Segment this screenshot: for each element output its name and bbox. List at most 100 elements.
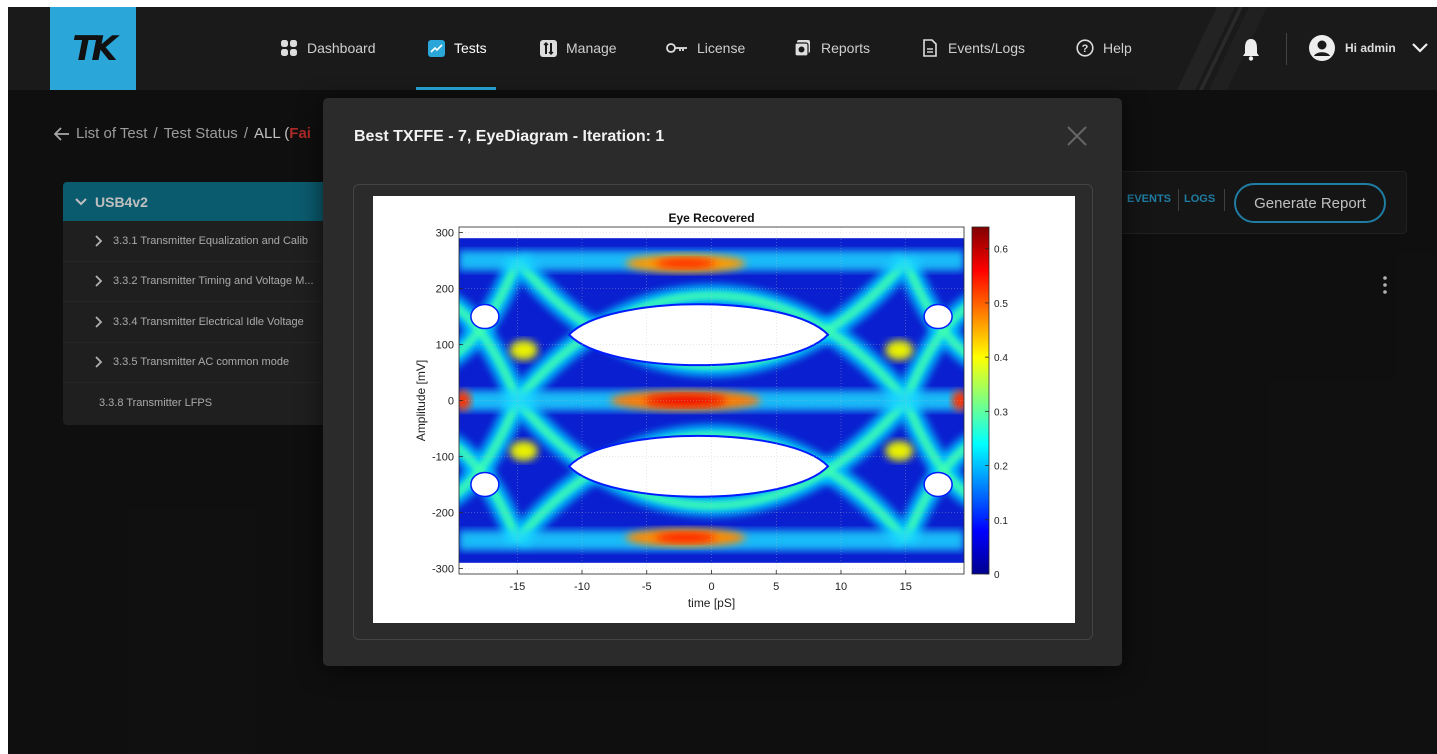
lower-eye-opening	[567, 434, 830, 498]
tree-item-label: 3.3.8 Transmitter LFPS	[99, 397, 213, 410]
chevron-right-icon	[95, 235, 103, 247]
y-tick-label: -100	[432, 451, 454, 463]
colorbar-tick-label: 0.3	[994, 407, 1008, 418]
back-arrow-icon[interactable]	[54, 126, 70, 141]
y-tick-label: 200	[436, 284, 454, 296]
nav-tests-label: Tests	[454, 40, 487, 56]
eye-trace-core	[513, 397, 910, 510]
nav-manage[interactable]: Manage	[539, 33, 617, 63]
nav-license[interactable]: License	[666, 33, 745, 63]
colorbar-tick-label: 0.2	[994, 462, 1008, 473]
chevron-down-icon	[75, 197, 87, 205]
tree-item[interactable]: 3.3.5 Transmitter AC common mode	[63, 343, 343, 383]
nav-events-logs[interactable]: Events/Logs	[921, 33, 1025, 63]
x-tick-label: 15	[900, 581, 912, 593]
hotspot-bottom-core	[655, 532, 716, 543]
colorbar-tick-label: 0.4	[994, 353, 1008, 364]
bell-icon[interactable]	[1241, 37, 1261, 61]
tree-item[interactable]: 3.3.4 Transmitter Electrical Idle Voltag…	[63, 302, 343, 343]
eye-trace-core	[459, 304, 522, 403]
x-axis-ticks: -15 -10 -5 0 5 10 15	[509, 570, 912, 593]
hotspot-crossing	[509, 340, 538, 361]
decorative-stripes	[1177, 7, 1267, 90]
tree-item-label: 3.3.5 Transmitter AC common mode	[113, 356, 290, 369]
hotspot-mid-core	[645, 394, 726, 407]
more-options-icon[interactable]	[1378, 275, 1392, 295]
x-tick-label: 5	[773, 581, 779, 593]
nav-dashboard[interactable]: Dashboard	[280, 33, 376, 63]
chevron-down-icon	[1411, 43, 1428, 53]
svg-text:?: ?	[1082, 43, 1089, 55]
breadcrumb-status: Fai	[289, 125, 311, 142]
side-eye-opening	[470, 471, 500, 498]
nav-events-logs-label: Events/Logs	[948, 40, 1026, 56]
breadcrumb-separator: /	[243, 125, 248, 142]
colorbar	[971, 226, 990, 575]
eye-diagram-svg: Eye Recovered -15 -10 -5 0 5 10 15 -300 -200 -10…	[414, 211, 1008, 610]
eye-diagram-frame: Eye Recovered -15 -10 -5 0 5 10 15 -300 -200 -10…	[353, 184, 1093, 640]
events-tab[interactable]: EVENTS	[1127, 193, 1172, 205]
nav-reports[interactable]: Reports	[794, 33, 870, 63]
eye-trace-core	[901, 304, 964, 403]
actions-panel	[1118, 171, 1407, 234]
colorbar-ticks: 0 0.1 0.2 0.3 0.4 0.5 0.6	[985, 245, 1008, 581]
hotspot-crossing	[885, 340, 914, 361]
nav-help[interactable]: ? Help	[1076, 33, 1132, 63]
tree-root-usb4v2[interactable]: USB4v2	[63, 182, 343, 221]
breadcrumb-separator: /	[153, 125, 158, 142]
y-tick-label: 300	[436, 228, 454, 240]
tk-logo[interactable]: TK	[50, 7, 136, 90]
breadcrumb-list-of-test[interactable]: List of Test	[76, 125, 148, 142]
chevron-right-icon	[95, 356, 103, 368]
colorbar-tick-label: 0	[994, 570, 1000, 581]
eye-trace-core	[513, 291, 910, 404]
y-axis-label: Amplitude [mV]	[414, 360, 428, 441]
breadcrumb-test-status[interactable]: Test Status	[163, 125, 238, 142]
generate-report-button[interactable]: Generate Report	[1234, 183, 1386, 223]
nav-help-label: Help	[1103, 40, 1132, 56]
x-tick-label: 0	[708, 581, 714, 593]
y-tick-label: 0	[448, 396, 454, 408]
x-axis-label: time [pS]	[688, 596, 735, 610]
chevron-right-icon	[95, 275, 103, 287]
eye-diagram-modal: Best TXFFE - 7, EyeDiagram - Iteration: …	[323, 98, 1122, 666]
hotspot-crossing	[509, 440, 538, 461]
help-icon: ?	[1076, 39, 1094, 57]
tab-separator	[1224, 189, 1225, 211]
y-axis-ticks: -300 -200 -100 0 100 200 300	[432, 228, 463, 575]
eye-diagram-chart: Eye Recovered -15 -10 -5 0 5 10 15 -300 -200 -10…	[373, 196, 1075, 623]
test-tree: USB4v2 3.3.1 Transmitter Equalization an…	[63, 182, 343, 425]
chart-title: Eye Recovered	[668, 211, 754, 225]
x-tick-label: -10	[574, 581, 590, 593]
breadcrumb-current: ALL (	[253, 125, 290, 142]
close-icon[interactable]	[1066, 125, 1088, 147]
y-tick-label: -300	[432, 563, 454, 575]
tree-root-label: USB4v2	[95, 193, 148, 210]
nav-active-indicator	[416, 87, 496, 90]
tree-item[interactable]: 3.3.2 Transmitter Timing and Voltage M..…	[63, 262, 343, 302]
colorbar-tick-label: 0.5	[994, 299, 1008, 310]
colorbar-tick-label: 0.6	[994, 245, 1008, 256]
top-navigation-bar: TK Dashboard Tests Manage License	[8, 7, 1437, 90]
chevron-right-icon	[95, 316, 103, 328]
side-eye-opening	[470, 303, 500, 330]
hotspot-left-edge	[459, 390, 471, 411]
logs-tab[interactable]: LOGS	[1184, 193, 1216, 205]
hotspot-crossing	[885, 440, 914, 461]
tree-item-leaf[interactable]: 3.3.8 Transmitter LFPS	[63, 383, 343, 424]
nav-license-label: License	[697, 40, 746, 56]
app-window: TK Dashboard Tests Manage License	[8, 7, 1437, 754]
hotspot-top-core	[655, 258, 716, 269]
outer-white-top	[459, 227, 964, 236]
user-avatar-icon	[1309, 35, 1335, 61]
nav-manage-label: Manage	[566, 40, 617, 56]
nav-tests[interactable]: Tests	[427, 33, 487, 63]
upper-eye-opening	[567, 303, 830, 367]
manage-icon	[539, 39, 557, 57]
nav-dashboard-label: Dashboard	[307, 40, 376, 56]
user-menu[interactable]: Hi admin	[1309, 35, 1428, 61]
user-greeting: Hi admin	[1345, 41, 1396, 55]
eye-trace-core	[459, 398, 522, 497]
tree-item[interactable]: 3.3.1 Transmitter Equalization and Calib	[63, 221, 343, 262]
document-icon	[921, 39, 939, 57]
